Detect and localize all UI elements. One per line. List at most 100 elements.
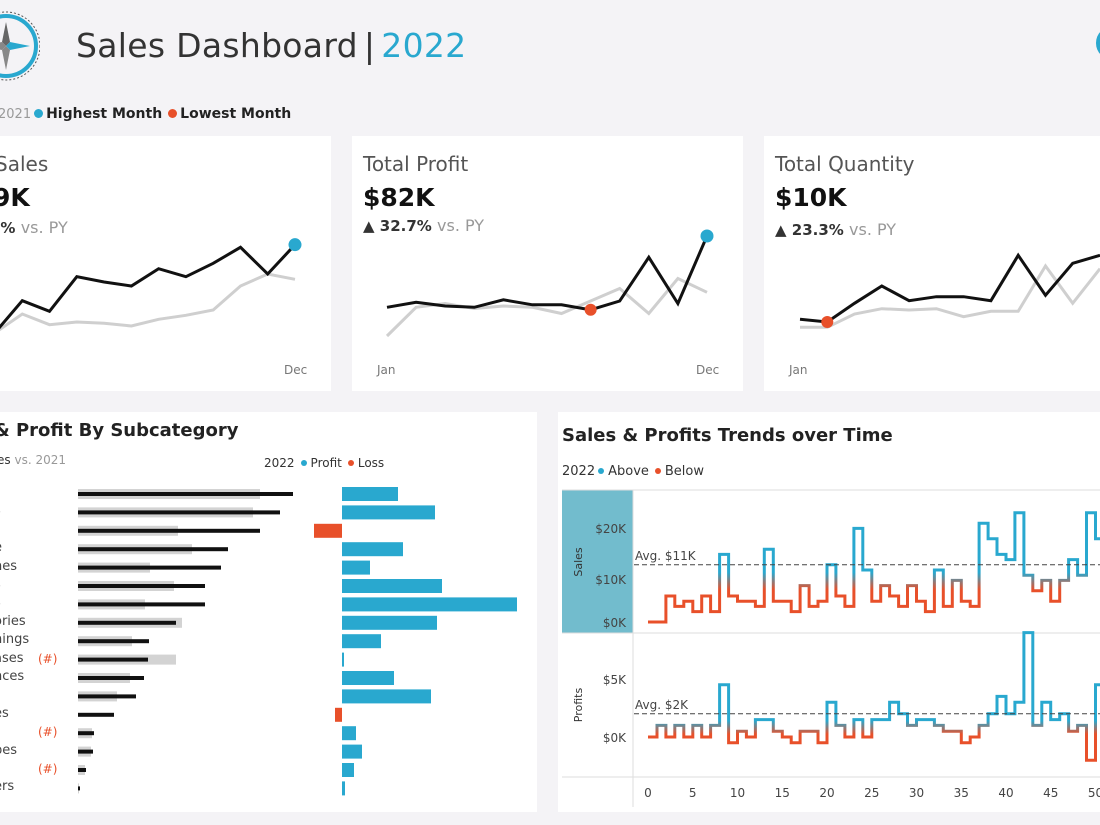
profit-bar[interactable]: [342, 689, 431, 704]
kpi-card-profit: Total Profit $82K ▲ 32.7% vs. PY Jan Dec: [352, 136, 743, 391]
profit-bar[interactable]: [342, 505, 435, 520]
profit-trend-line[interactable]: [648, 631, 1100, 762]
highest-dot-icon: [34, 109, 44, 118]
kpi-delta-value: ▲ 23.3%: [775, 221, 844, 239]
subcategory-label: s: [0, 595, 1, 610]
profit-bar[interactable]: [342, 542, 403, 557]
flag-marker: (#): [38, 651, 58, 666]
subcategory-label: ers: [0, 779, 15, 795]
previous-year-line: [0, 272, 296, 332]
current-year-line: [0, 243, 297, 330]
kpi-delta: 5% vs. PY: [0, 218, 68, 237]
x-tick-label: 35: [954, 786, 969, 800]
legend-lowest: Lowest Month: [180, 106, 292, 122]
x-tick-label: 10: [730, 786, 745, 800]
right-legend-profit: Profit: [310, 456, 342, 470]
subcategory-label: e: [0, 540, 2, 555]
profit-bar[interactable]: [342, 597, 517, 612]
subcategory-label: hings: [0, 632, 30, 648]
sales-bar[interactable]: [78, 657, 148, 662]
sales-bar[interactable]: [78, 768, 86, 772]
profit-bar[interactable]: [342, 763, 354, 777]
above-dot-icon: [598, 467, 605, 474]
profit-bar[interactable]: [342, 726, 356, 741]
subcategory-title: & Profit By Subcategory: [0, 420, 239, 441]
sales-bar[interactable]: [78, 620, 176, 625]
profit-bar[interactable]: [342, 487, 398, 501]
kpi-x-end: Dec: [284, 363, 308, 377]
kpi-sparkline[interactable]: [0, 136, 331, 391]
profit-bar[interactable]: [342, 634, 381, 649]
profit-dot-icon: [300, 459, 307, 466]
subcategory-right-legend: 2022 Profit Loss: [264, 456, 384, 470]
kpi-label: Sales: [0, 152, 49, 176]
sales-bar[interactable]: [78, 528, 260, 533]
sales-trend-line[interactable]: [648, 508, 1100, 624]
kpi-delta: ▲ 23.3% vs. PY: [775, 220, 896, 239]
sales-bar[interactable]: [78, 676, 144, 680]
info-circle-icon[interactable]: [1096, 26, 1100, 60]
kpi-label: Total Profit: [363, 152, 469, 176]
sales-average-label: Avg. $11K: [635, 549, 697, 563]
subcategory-label: nces: [0, 669, 25, 684]
sales-bar[interactable]: [78, 712, 114, 717]
profit-bar[interactable]: [342, 671, 394, 685]
profit-bar[interactable]: [342, 560, 370, 575]
sales-bar[interactable]: [78, 602, 205, 607]
kpi-sparkline[interactable]: [352, 136, 743, 391]
x-tick-label: 0: [644, 786, 652, 800]
sales-bar[interactable]: [78, 639, 149, 644]
profit-bar[interactable]: [342, 579, 442, 593]
right-legend-year: 2022: [264, 456, 295, 470]
subcategory-label: pes: [0, 742, 18, 758]
below-dot-icon: [654, 467, 661, 474]
sales-tick: $0K: [603, 616, 627, 630]
sales-bar[interactable]: [78, 492, 293, 496]
kpi-x-end: Dec: [696, 363, 720, 377]
sales-bar[interactable]: [78, 547, 228, 552]
sales-bar[interactable]: [78, 749, 93, 754]
highest-month-marker[interactable]: [700, 229, 714, 243]
sales-bar[interactable]: [78, 565, 221, 570]
profit-bar[interactable]: [342, 744, 362, 759]
current-year-line: [799, 252, 1100, 324]
trends-legend-above: Above: [608, 464, 649, 479]
kpi-value: $10K: [775, 183, 847, 212]
compass-logo-icon: [0, 11, 40, 81]
trends-legend: 2022 Above Below: [562, 464, 704, 479]
kpi-value: $82K: [363, 183, 435, 212]
profit-bar[interactable]: [342, 652, 344, 667]
highest-month-marker[interactable]: [288, 238, 302, 252]
x-axis-ticks: 0 5 10 15 20 25 30 35 40 45 50: [644, 786, 1100, 800]
loss-bar[interactable]: [314, 523, 342, 538]
lowest-month-marker[interactable]: [584, 303, 597, 316]
subcategory-label: nes: [0, 558, 18, 574]
kpi-card-quantity: Total Quantity $10K ▲ 23.3% vs. PY Jan: [764, 136, 1100, 391]
previous-year-line: [800, 263, 1100, 329]
subcategory-label: s: [0, 577, 1, 592]
kpi-value: 9K: [0, 183, 30, 212]
sales-bar[interactable]: [78, 786, 80, 791]
legend-highest: Highest Month: [46, 106, 163, 122]
sales-bar[interactable]: [78, 731, 94, 736]
title-text: Sales Dashboard: [76, 26, 358, 65]
trends-panel: Sales & Profits Trends over Time 2022 Abo…: [558, 412, 1100, 812]
x-tick-label: 5: [689, 786, 697, 800]
loss-bar[interactable]: [335, 707, 342, 722]
sales-bar[interactable]: [78, 584, 205, 588]
trends-legend-year: 2022: [562, 464, 596, 479]
trends-legend-below: Below: [664, 464, 705, 479]
profit-bar[interactable]: [342, 781, 345, 796]
sales-bar[interactable]: [78, 694, 136, 699]
x-tick-label: 40: [998, 786, 1013, 800]
profit-bar[interactable]: [342, 615, 437, 630]
profit-average-label: Avg. $2K: [635, 698, 689, 712]
right-legend-loss: Loss: [357, 456, 385, 470]
kpi-sparkline[interactable]: [764, 136, 1100, 391]
lowest-month-marker[interactable]: [821, 316, 834, 328]
sales-bar[interactable]: [78, 510, 280, 515]
trends-chart[interactable]: Sales Profits $20K $10K $0K $5K $0K 0 5 10…: [558, 412, 1100, 812]
subcategory-bar-chart[interactable]: [0, 412, 537, 812]
kpi-x-start: Jan: [377, 363, 396, 377]
lowest-dot-icon: [168, 109, 178, 118]
